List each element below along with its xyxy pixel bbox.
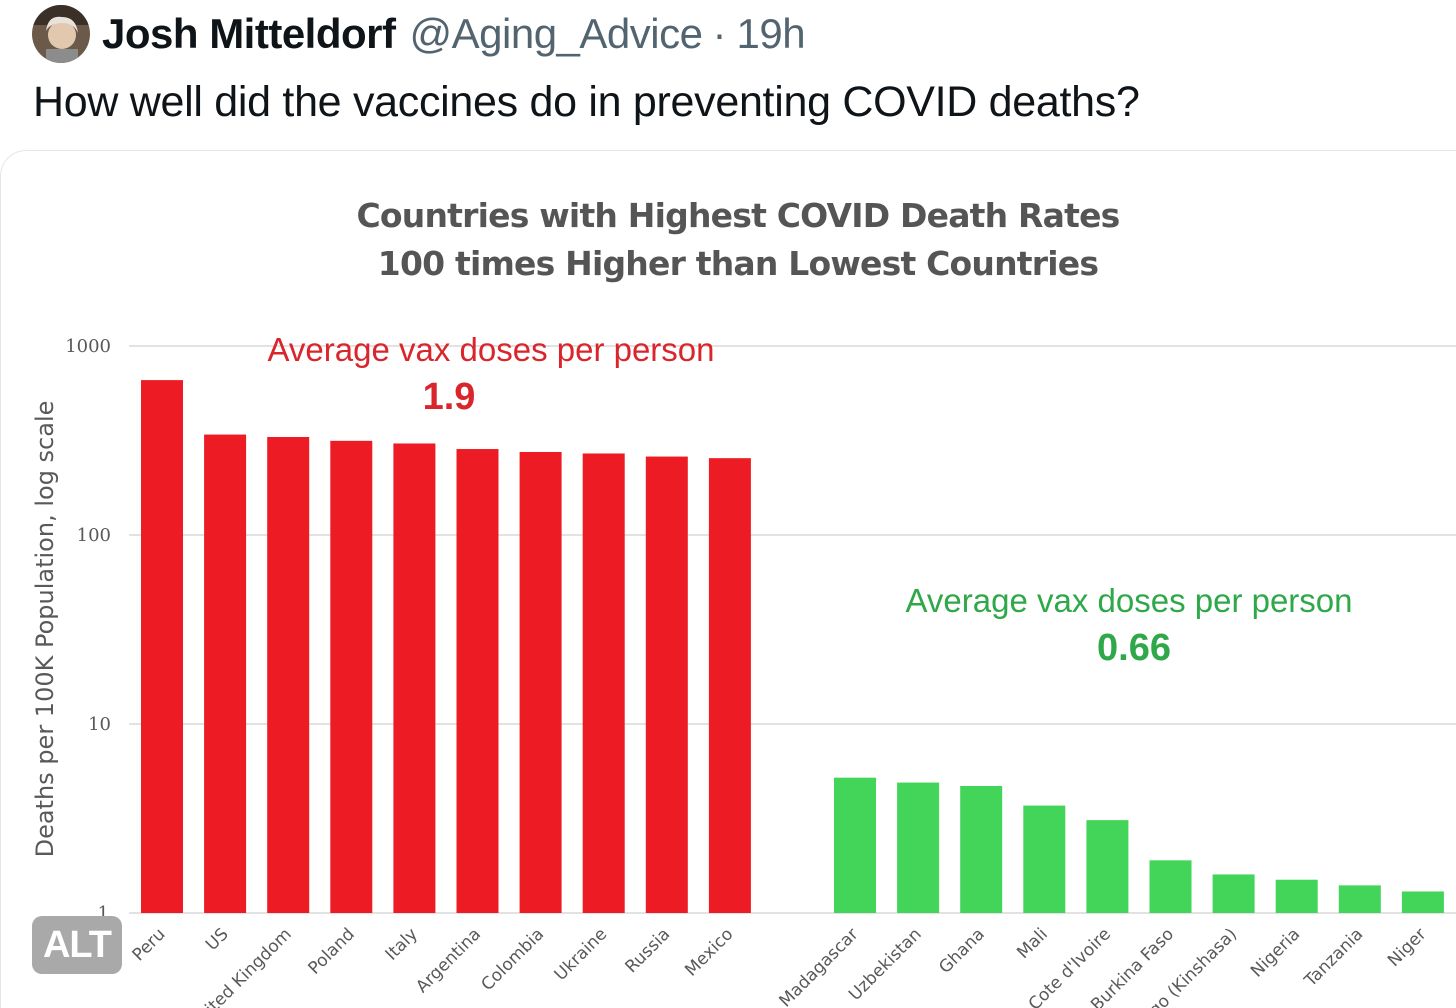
bar-chart: Countries with Highest COVID Death Rates… xyxy=(31,196,1456,1008)
x-tick-label: Argentina xyxy=(412,924,485,997)
bar-low xyxy=(1275,879,1318,913)
bar-low xyxy=(960,785,1003,913)
bar-high xyxy=(645,456,688,913)
x-tick-label: Tanzania xyxy=(1300,924,1367,991)
x-tick-label: Ukraine xyxy=(551,924,612,985)
annotation-value-1: 1.9 xyxy=(423,376,476,418)
x-tick-label: Russia xyxy=(622,924,675,977)
y-tick-label: 1 xyxy=(98,903,109,924)
bar-high xyxy=(393,443,436,913)
bar-low xyxy=(834,777,876,913)
bar-high xyxy=(330,440,373,913)
bar-high xyxy=(519,451,562,913)
bar-low xyxy=(1338,885,1381,913)
x-tick-label: United Kingdom xyxy=(185,924,296,1008)
author-avatar[interactable] xyxy=(32,5,90,63)
separator-dot: · xyxy=(712,10,727,57)
bar-high xyxy=(204,434,247,913)
bar-high xyxy=(708,458,751,913)
bar-low xyxy=(897,782,940,913)
y-axis-label: Deaths per 100K Population, log scale xyxy=(31,401,59,858)
y-tick-label: 100 xyxy=(77,525,111,546)
x-tick-label: Poland xyxy=(305,924,359,978)
bar-low xyxy=(1086,820,1129,913)
tweet-media[interactable]: Countries with Highest COVID Death Rates… xyxy=(0,150,1456,1008)
bar-low xyxy=(1023,805,1066,913)
x-tick-label: Mexico xyxy=(681,924,737,980)
bar-high xyxy=(582,453,625,913)
x-tick-label: Italy xyxy=(382,924,422,964)
bar-low xyxy=(1212,874,1255,913)
bar-high xyxy=(267,437,310,913)
x-tick-label: Nigeria xyxy=(1247,924,1304,981)
annotation-text-1: Average vax doses per person xyxy=(268,331,715,368)
x-tick-label: Colombia xyxy=(478,924,549,995)
y-tick-label: 1000 xyxy=(65,336,111,357)
author-name[interactable]: Josh Mitteldorf xyxy=(102,10,396,57)
tweet-header: Josh Mitteldorf @Aging_Advice · 19h xyxy=(32,4,806,64)
x-tick-label: Mali xyxy=(1013,924,1052,963)
author-handle[interactable]: @Aging_Advice xyxy=(409,10,703,57)
x-tick-label: US xyxy=(202,924,233,955)
bar-low xyxy=(1401,891,1444,913)
x-tick-label: Peru xyxy=(129,924,170,965)
annotation-text-2: Average vax doses per person xyxy=(906,582,1353,619)
timestamp[interactable]: 19h xyxy=(736,10,806,57)
annotation-value-2: 0.66 xyxy=(1097,627,1171,669)
x-tick-label: Ghana xyxy=(935,924,988,977)
tweet-text: How well did the vaccines do in preventi… xyxy=(33,78,1140,126)
alt-text-button[interactable]: ALT xyxy=(32,916,122,974)
bar-high xyxy=(456,449,499,913)
bar-low xyxy=(1149,860,1192,913)
bar-high xyxy=(141,380,183,913)
y-tick-label: 10 xyxy=(88,714,111,735)
x-tick-label: Niger xyxy=(1384,924,1430,970)
chart-title-line-1: Countries with Highest COVID Death Rates xyxy=(357,196,1120,235)
chart-title-line-2: 100 times Higher than Lowest Countries xyxy=(378,244,1099,283)
